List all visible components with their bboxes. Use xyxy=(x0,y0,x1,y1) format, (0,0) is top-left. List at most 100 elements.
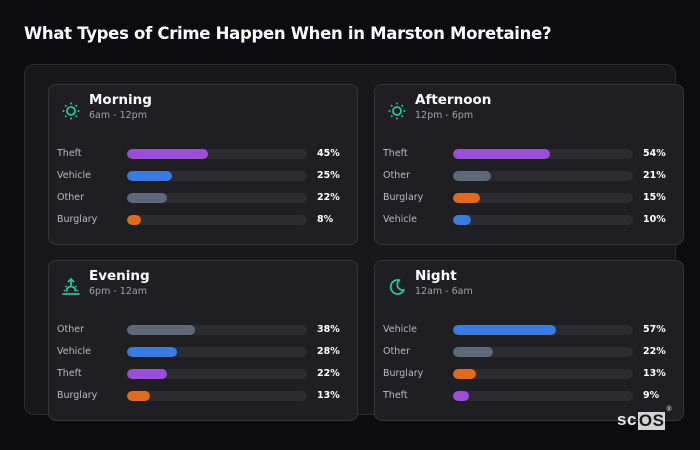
bar-track xyxy=(127,391,307,401)
bar-value: 22% xyxy=(317,192,340,203)
bar-fill xyxy=(127,193,167,203)
bar-label: Burglary xyxy=(57,214,98,225)
bar-value: 22% xyxy=(317,368,340,379)
bar-label: Theft xyxy=(383,390,408,401)
bar-label: Other xyxy=(383,170,410,181)
bar-label: Other xyxy=(57,324,84,335)
bar-label: Burglary xyxy=(383,192,424,203)
bar-fill xyxy=(453,325,556,335)
bar-label: Vehicle xyxy=(57,170,91,181)
card-morning: Morning 6am - 12pm Theft 45% Vehicle 25%… xyxy=(48,84,358,245)
bar-row: Burglary 8% xyxy=(57,213,347,235)
bar-row: Burglary 13% xyxy=(383,367,673,389)
bar-value: 22% xyxy=(643,346,666,357)
bar-row: Vehicle 28% xyxy=(57,345,347,367)
bar-label: Vehicle xyxy=(57,346,91,357)
bar-value: 28% xyxy=(317,346,340,357)
bar-fill xyxy=(453,215,471,225)
bar-value: 8% xyxy=(317,214,334,225)
bar-track xyxy=(453,171,633,181)
page-title: What Types of Crime Happen When in Marst… xyxy=(24,24,552,43)
bar-row: Theft 45% xyxy=(57,147,347,169)
bar-fill xyxy=(453,391,470,401)
bar-label: Theft xyxy=(57,368,82,379)
bar-value: 57% xyxy=(643,324,666,335)
bar-label: Theft xyxy=(57,148,82,159)
bar-track xyxy=(127,325,307,335)
bar-row: Burglary 13% xyxy=(57,389,347,411)
bar-row: Vehicle 10% xyxy=(383,213,673,235)
bar-value: 25% xyxy=(317,170,340,181)
bar-value: 38% xyxy=(317,324,340,335)
bar-track xyxy=(453,149,633,159)
bar-row: Theft 22% xyxy=(57,367,347,389)
card-title: Night xyxy=(415,268,457,284)
bar-track xyxy=(127,149,307,159)
bar-value: 21% xyxy=(643,170,666,181)
moon-icon xyxy=(387,277,407,297)
bar-track xyxy=(127,171,307,181)
bar-value: 54% xyxy=(643,148,666,159)
bar-row: Other 22% xyxy=(57,191,347,213)
card-time-range: 6pm - 12am xyxy=(89,286,147,297)
card-time-range: 12am - 6am xyxy=(415,286,473,297)
bar-value: 13% xyxy=(317,390,340,401)
bar-fill xyxy=(127,347,178,357)
bar-track xyxy=(127,193,307,203)
bar-row: Other 22% xyxy=(383,345,673,367)
bar-label: Other xyxy=(57,192,84,203)
bar-fill xyxy=(127,149,208,159)
bar-row: Burglary 15% xyxy=(383,191,673,213)
registered-mark: ® xyxy=(666,406,673,413)
bar-fill xyxy=(127,171,172,181)
bar-value: 9% xyxy=(643,390,660,401)
bar-row: Vehicle 25% xyxy=(57,169,347,191)
logo-sc: sc xyxy=(617,410,637,429)
bar-label: Other xyxy=(383,346,410,357)
bar-value: 45% xyxy=(317,148,340,159)
bar-track xyxy=(453,369,633,379)
bar-track xyxy=(453,347,633,357)
bar-label: Burglary xyxy=(57,390,98,401)
bar-value: 15% xyxy=(643,192,666,203)
bar-fill xyxy=(127,215,142,225)
bar-fill xyxy=(453,193,480,203)
card-title: Evening xyxy=(89,268,150,284)
bar-row: Vehicle 57% xyxy=(383,323,673,345)
bar-track xyxy=(453,391,633,401)
scos-logo: sc OS ® xyxy=(617,406,672,430)
bar-fill xyxy=(453,347,493,357)
bar-label: Burglary xyxy=(383,368,424,379)
bar-fill xyxy=(127,325,196,335)
bar-list: Theft 54% Other 21% Burglary 15% Vehicle… xyxy=(383,147,673,235)
bar-row: Other 21% xyxy=(383,169,673,191)
bar-track xyxy=(127,369,307,379)
bar-fill xyxy=(453,369,477,379)
bar-value: 10% xyxy=(643,214,666,225)
card-time-range: 6am - 12pm xyxy=(89,110,147,121)
bar-track xyxy=(127,215,307,225)
bar-fill xyxy=(453,149,551,159)
bar-track xyxy=(453,193,633,203)
sun-icon xyxy=(61,101,81,121)
bar-row: Theft 54% xyxy=(383,147,673,169)
bar-list: Theft 45% Vehicle 25% Other 22% Burglary… xyxy=(57,147,347,235)
bar-list: Other 38% Vehicle 28% Theft 22% Burglary… xyxy=(57,323,347,411)
sunset-icon xyxy=(61,277,81,297)
bar-value: 13% xyxy=(643,368,666,379)
card-afternoon: Afternoon 12pm - 6pm Theft 54% Other 21%… xyxy=(374,84,684,245)
bar-label: Vehicle xyxy=(383,214,417,225)
card-evening: Evening 6pm - 12am Other 38% Vehicle 28%… xyxy=(48,260,358,421)
bar-track xyxy=(127,347,307,357)
bar-label: Vehicle xyxy=(383,324,417,335)
card-title: Afternoon xyxy=(415,92,492,108)
bar-fill xyxy=(127,391,151,401)
bar-row: Theft 9% xyxy=(383,389,673,411)
bar-row: Other 38% xyxy=(57,323,347,345)
bar-fill xyxy=(453,171,491,181)
bar-fill xyxy=(127,369,167,379)
card-night: Night 12am - 6am Vehicle 57% Other 22% B… xyxy=(374,260,684,421)
bar-label: Theft xyxy=(383,148,408,159)
bar-track xyxy=(453,215,633,225)
